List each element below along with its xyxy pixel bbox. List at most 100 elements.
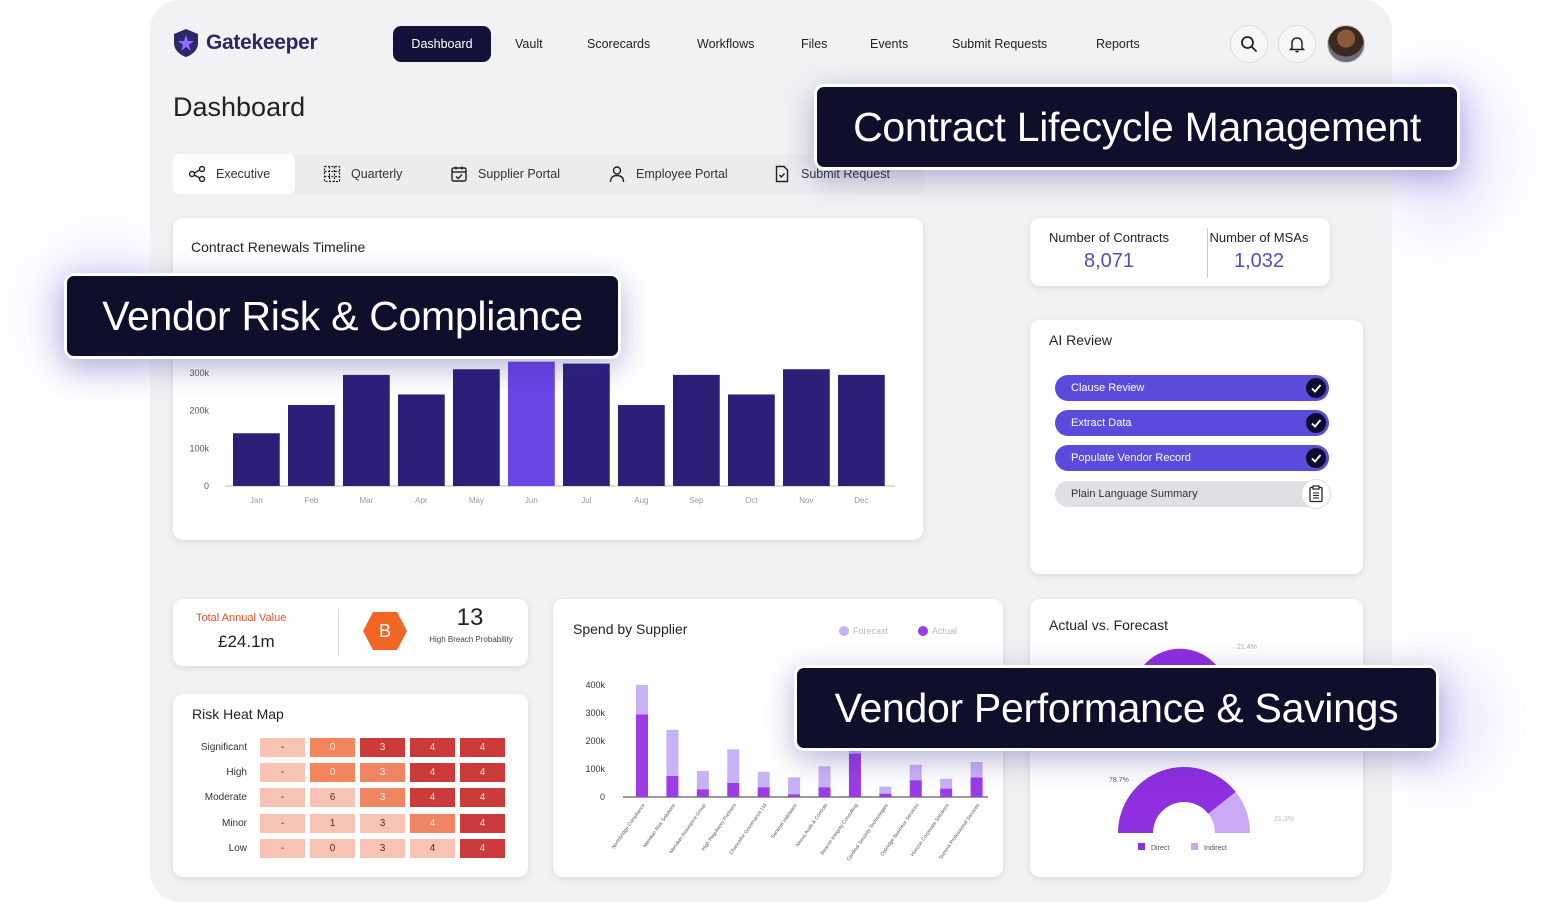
spend-bar-forecast — [636, 685, 648, 715]
legend-swatch — [918, 626, 928, 636]
donut-slice-indirect — [1208, 792, 1250, 833]
spend-bar-actual — [696, 789, 709, 797]
nav-events[interactable]: Events — [870, 37, 909, 51]
tab-quarterly[interactable]: Quarterly — [323, 154, 402, 194]
clipboard-icon — [1301, 479, 1331, 509]
heatmap-cell[interactable]: 4 — [410, 738, 455, 757]
y-tick-label: 100k — [189, 443, 209, 453]
spend-bar-actual — [909, 780, 922, 797]
nav-dashboard[interactable]: Dashboard — [393, 26, 491, 62]
contract-stats-card: Number of Contracts 8,071 Number of MSAs… — [1030, 218, 1330, 286]
tab-submit-request[interactable]: Submit Request — [773, 154, 890, 194]
heatmap-cell[interactable]: 0 — [310, 838, 355, 858]
total-value-label: Total Annual Value — [196, 612, 287, 624]
heatmap-cell[interactable]: 4 — [410, 813, 455, 833]
ai-item-clause-review[interactable]: Clause Review — [1055, 375, 1329, 401]
heatmap-cell[interactable]: 4 — [410, 838, 455, 858]
document-icon — [775, 165, 789, 183]
ai-item-plain-language-summary[interactable]: Plain Language Summary — [1055, 479, 1331, 509]
renewal-bar — [728, 394, 775, 486]
renewals-chart: 0 100k 200k 300k Jan Feb Mar Apr May Jun Jul Aug Sep… — [189, 361, 895, 505]
heatmap-cell[interactable]: 3 — [360, 763, 405, 783]
heatmap-cell[interactable]: 4 — [460, 738, 505, 757]
heatmap-cell[interactable]: 3 — [360, 788, 405, 808]
y-tick-label: 300k — [585, 708, 605, 718]
ai-item-extract-data[interactable]: Extract Data — [1055, 410, 1329, 436]
heatmap-cell[interactable]: 4 — [460, 763, 505, 783]
contracts-value: 8,071 — [1083, 250, 1135, 272]
heatmap-cell[interactable]: 6 — [310, 788, 355, 808]
renewal-bar — [343, 374, 390, 486]
bell-icon — [1288, 37, 1306, 53]
heatmap-cell[interactable]: 4 — [410, 788, 455, 808]
heatmap-cell[interactable]: 1 — [310, 813, 355, 833]
check-icon — [1306, 448, 1326, 468]
grade-hexagon: B — [363, 612, 407, 650]
supplier-label: Nexus Audit & Controls — [795, 802, 830, 848]
ai-item-label: Plain Language Summary — [1071, 488, 1198, 500]
contracts-label: Number of Contracts — [1049, 230, 1169, 245]
nav-scorecards[interactable]: Scorecards — [587, 37, 651, 51]
calendar-check-icon — [451, 166, 467, 182]
breach-label: High Breach Probability — [429, 635, 513, 644]
heatmap-cell[interactable]: 0 — [310, 738, 355, 757]
search-button[interactable] — [1230, 25, 1268, 63]
msas-label: Number of MSAs — [1209, 230, 1309, 245]
brand-logo[interactable]: Gatekeeper — [172, 28, 318, 58]
check-icon — [1306, 378, 1326, 398]
heatmap-cell[interactable]: - — [260, 813, 305, 833]
forecast-title: Actual vs. Forecast — [1049, 617, 1169, 633]
brand-name: Gatekeeper — [206, 31, 318, 54]
nav-vault[interactable]: Vault — [515, 37, 543, 51]
heatmap-row-label: Moderate — [204, 792, 247, 804]
user-avatar[interactable] — [1327, 25, 1365, 63]
heatmap-cell[interactable]: 4 — [460, 813, 505, 833]
renewal-bar — [618, 405, 665, 486]
heatmap-row-label: High — [226, 767, 247, 779]
spend-title: Spend by Supplier — [573, 621, 688, 637]
y-tick-label: 200k — [585, 736, 605, 746]
spend-bar-actual — [940, 788, 953, 797]
spend-bar-actual — [788, 794, 801, 797]
ai-review-card: AI Review Clause Review Extract Data Pop… — [1030, 320, 1363, 574]
nav-workflows[interactable]: Workflows — [697, 37, 755, 51]
nav-submit-requests[interactable]: Submit Requests — [952, 37, 1048, 51]
page-title: Dashboard — [173, 92, 306, 122]
legend-label: Actual — [932, 626, 957, 636]
heatmap-cell[interactable]: 4 — [460, 788, 505, 808]
tab-employee-portal[interactable]: Employee Portal — [608, 154, 728, 194]
heatmap-cell[interactable]: - — [260, 763, 305, 783]
legend-swatch — [839, 626, 849, 636]
spend-bar-actual — [727, 783, 740, 797]
ai-review-title: AI Review — [1049, 332, 1113, 348]
y-tick-label: 400k — [585, 680, 605, 690]
heatmap-cell[interactable]: 4 — [410, 763, 455, 783]
ai-item-label: Extract Data — [1071, 417, 1132, 429]
ai-item-label: Populate Vendor Record — [1071, 452, 1191, 464]
nav-files[interactable]: Files — [801, 37, 828, 51]
heatmap-cell[interactable]: - — [260, 788, 305, 808]
heatmap-cell[interactable]: 3 — [360, 838, 405, 858]
x-tick-label: Apr — [415, 496, 428, 505]
stats-divider — [1207, 228, 1208, 278]
notifications-button[interactable] — [1278, 25, 1316, 63]
heatmap-cell[interactable]: 3 — [360, 813, 405, 833]
heatmap-cell[interactable]: - — [260, 738, 305, 757]
renewal-bar — [233, 433, 280, 486]
heatmap-cell[interactable]: 4 — [460, 838, 505, 858]
ai-item-populate-vendor-record[interactable]: Populate Vendor Record — [1055, 445, 1329, 471]
tab-quarterly-label: Quarterly — [351, 167, 403, 181]
renewal-bar — [508, 361, 555, 486]
nav-reports[interactable]: Reports — [1096, 37, 1140, 51]
spend-bar-actual — [818, 787, 831, 797]
tab-executive[interactable]: Executive — [173, 154, 295, 194]
banner-contract-lifecycle: Contract Lifecycle Management — [814, 84, 1460, 170]
renewal-bar — [838, 374, 885, 486]
heatmap-title: Risk Heat Map — [192, 706, 284, 722]
grid-icon — [323, 165, 341, 183]
heatmap-cell[interactable]: 0 — [310, 763, 355, 783]
heatmap-cell[interactable]: 3 — [360, 738, 405, 757]
heatmap-cell[interactable]: - — [260, 838, 305, 858]
check-icon — [1306, 413, 1326, 433]
tab-supplier-portal[interactable]: Supplier Portal — [450, 154, 560, 194]
